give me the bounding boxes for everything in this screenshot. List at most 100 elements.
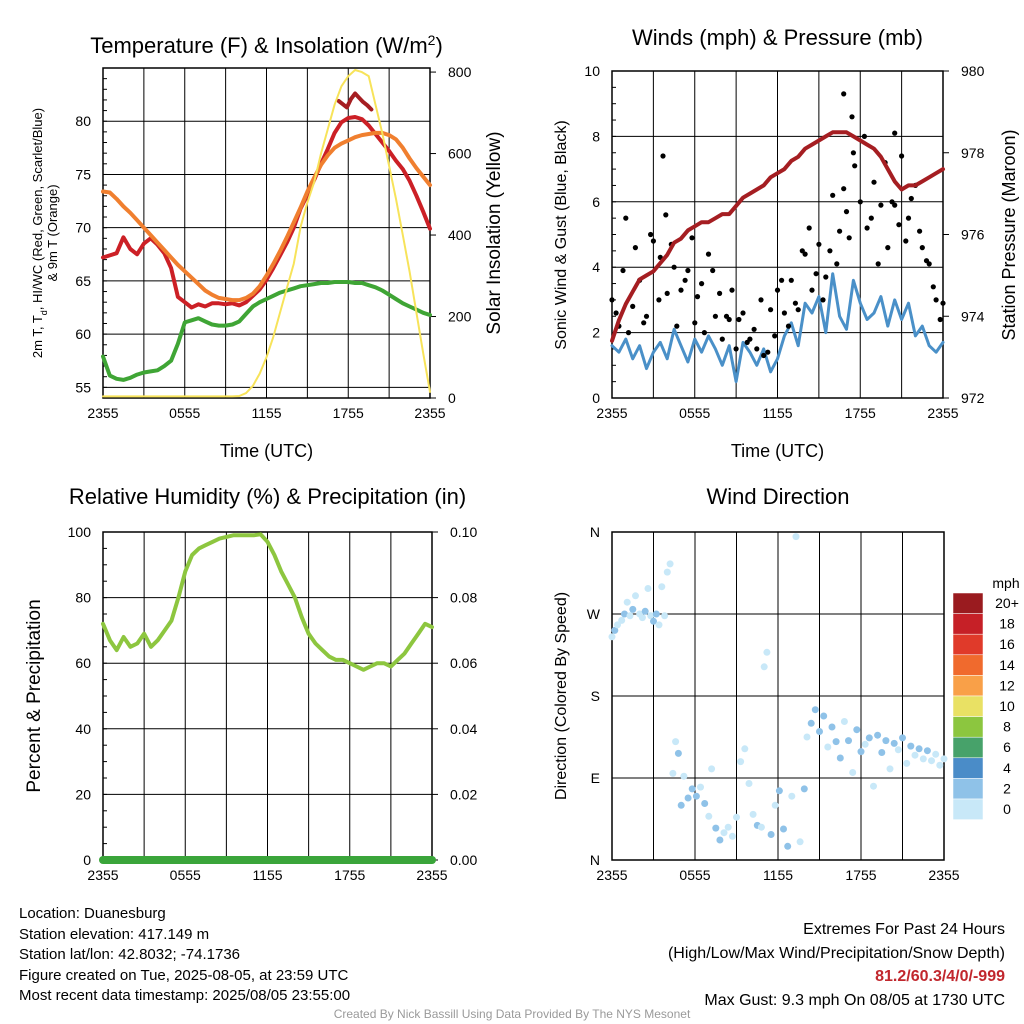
gust-point [857,199,863,205]
direction-point [907,742,915,750]
gust-point [692,320,698,326]
y2-tick-label: 800 [448,64,472,80]
direction-point [737,758,745,766]
chart-title: Wind Direction [706,484,849,509]
latlon-text: Station lat/lon: 42.8032; -74.1736 [19,946,241,963]
gust-point [712,313,719,319]
x-tick-label: 1755 [333,405,364,421]
direction-point [684,794,692,802]
direction-point [832,738,840,746]
gust-point [758,297,764,303]
direction-point [650,617,657,625]
gust-point [841,91,847,97]
gust-point [674,323,680,329]
direction-point [874,731,882,739]
x-tick-label: 0555 [170,867,201,883]
y-axis-label: Direction (Colored By Speed) [553,592,570,800]
direction-point [936,761,944,769]
y2-tick-label: 0.02 [450,786,477,802]
y-tick-label: N [590,852,600,868]
gust-point [875,261,881,267]
direction-point [824,743,832,751]
y-tick-label: 80 [75,590,91,606]
gust-point [719,336,725,342]
direction-point [716,836,724,844]
colorbar-swatch [952,778,984,800]
direction-point [697,783,704,791]
extremes-values: 81.2/60.3/4/0/-999 [875,968,1005,985]
direction-point [788,792,796,800]
direction-point [680,772,688,780]
direction-point [638,614,646,622]
direction-point [800,785,808,793]
direction-point [820,712,828,720]
series-line-solar [102,69,431,398]
colorbar-swatch [952,798,984,820]
x-tick-label: 2355 [596,405,627,421]
y-tick-label: 70 [75,220,91,236]
direction-point [692,792,700,800]
y-tick-label: 8 [592,128,600,144]
series-line-wind [610,272,945,384]
y2-tick-label: 400 [448,227,472,243]
direction-point [845,737,852,745]
direction-point [629,605,637,613]
direction-point [932,750,940,758]
y-tick-label: 55 [75,379,91,395]
gust-point [843,209,850,215]
direction-point [899,734,906,742]
colorbar-swatch [952,695,984,717]
direction-point [658,583,666,591]
title-superscript: 2 [428,32,436,48]
gust-point [751,326,757,332]
series-line-pressure [610,130,945,343]
extremes-panel: Extremes For Past 24 Hours (High/Low/Max… [668,918,1005,1012]
gust-point [799,248,805,254]
y2-tick-label: 980 [961,63,985,79]
direction-point [608,633,616,641]
y-tick-label: 10 [584,63,600,79]
gust-point [705,251,712,257]
gust-point [772,333,778,339]
colorbar-swatch [952,592,984,614]
extremes-subheading: (High/Low/Max Wind/Precipitation/Snow De… [667,944,1005,962]
direction-point [663,568,671,576]
gust-point [613,310,619,316]
direction-point [886,765,894,773]
extremes-heading: Extremes For Past 24 Hours [803,921,1005,938]
direction-point [911,751,919,759]
x-tick-label: 2355 [928,867,959,883]
gust-point [678,287,684,293]
gust-point [930,284,936,290]
colorbar-label: 14 [999,657,1015,673]
colorbar-label: 12 [999,677,1015,693]
direction-point [882,737,890,745]
gust-point [820,297,826,303]
direction-point [796,838,804,846]
gust-point [827,248,833,254]
x-tick-label: 0555 [679,867,710,883]
direction-point [641,607,649,615]
x-axis-label: Time (UTC) [220,441,313,461]
direction-point [733,813,740,821]
plot-frame [102,67,431,399]
y-axis-label-line1: 2m T, Td, HI/WC (Red, Green, Scarlet/Blu… [30,108,49,358]
colorbar-label: 16 [999,636,1015,652]
direction-point [712,824,720,832]
gust-point [625,330,632,336]
gust-point [717,290,723,296]
direction-point [792,533,800,541]
gust-point [850,150,857,156]
direction-point [701,800,709,807]
direction-point [816,728,823,735]
direction-point [775,787,783,795]
direction-point [708,765,716,773]
colorbar-label: 2 [1003,780,1011,796]
gust-point [823,274,829,280]
gust-point [933,297,939,303]
direction-point [928,757,935,765]
direction-point [767,831,775,838]
direction-point [780,825,787,833]
chart-title: Winds (mph) & Pressure (mb) [632,25,923,50]
